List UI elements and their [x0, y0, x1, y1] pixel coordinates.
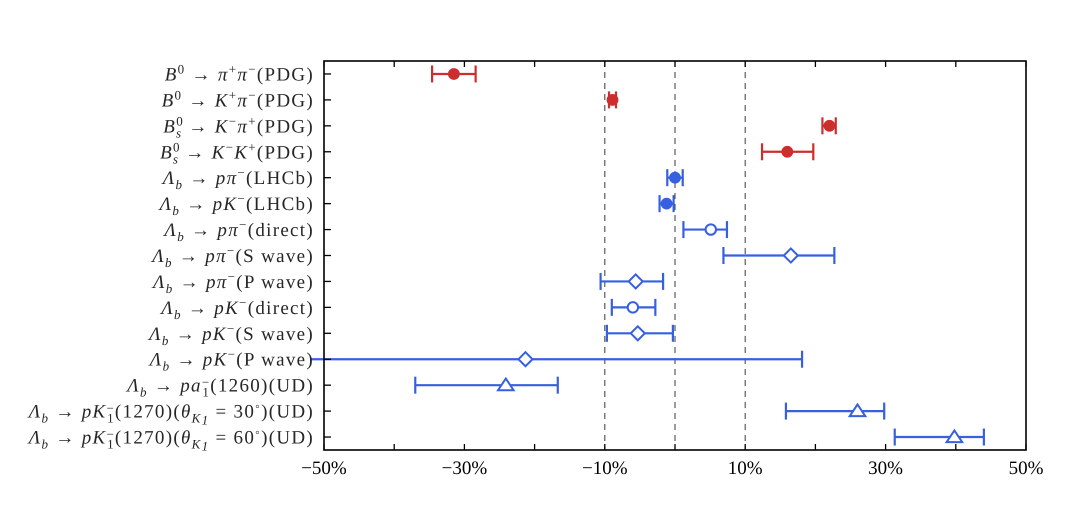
svg-text:Λb → pπ−(direct): Λb → pπ−(direct)	[162, 217, 314, 244]
svg-text:B0 → π+π−(PDG): B0 → π+π−(PDG)	[165, 61, 314, 85]
svg-text:Λb → pK−(direct): Λb → pK−(direct)	[159, 295, 314, 322]
svg-text:B0​s → K−K+(PDG): B0​s → K−K+(PDG)	[160, 139, 314, 166]
svg-text:10%: 10%	[728, 458, 763, 479]
svg-text:−50%: −50%	[301, 458, 347, 479]
svg-text:Λb → pK−(LHCb): Λb → pK−(LHCb)	[158, 191, 314, 218]
svg-text:−10%: −10%	[582, 458, 628, 479]
svg-text:30%: 30%	[868, 458, 903, 479]
svg-text:Λb → pa−​1(1260)(UD): Λb → pa−​1(1260)(UD)	[125, 375, 314, 400]
svg-text:Λb → pπ−(LHCb): Λb → pπ−(LHCb)	[161, 165, 314, 192]
svg-text:50%: 50%	[1009, 458, 1044, 479]
svg-text:B0 → K+π−(PDG): B0 → K+π−(PDG)	[162, 87, 314, 111]
svg-text:B0​s → K−π+(PDG): B0​s → K−π+(PDG)	[163, 113, 314, 140]
svg-text:−30%: −30%	[442, 458, 488, 479]
